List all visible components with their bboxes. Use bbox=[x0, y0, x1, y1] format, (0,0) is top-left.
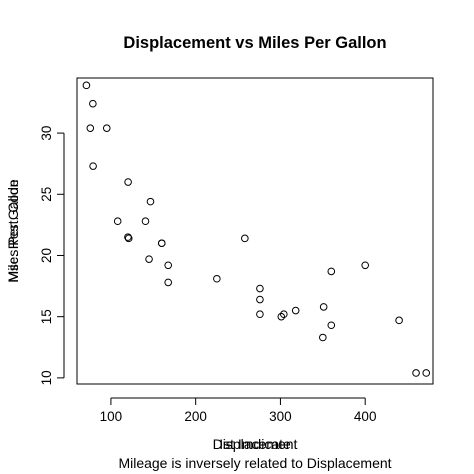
data-point bbox=[361, 261, 369, 270]
data-point bbox=[145, 255, 153, 263]
data-point bbox=[157, 239, 166, 248]
y-tick-label: 25 bbox=[39, 187, 54, 202]
data-point bbox=[256, 295, 264, 304]
data-point bbox=[327, 267, 336, 276]
data-point bbox=[86, 124, 95, 132]
x-tick-label: 400 bbox=[354, 409, 377, 424]
y-tick-label: 20 bbox=[39, 248, 54, 263]
y-axis: 10 15 20 25 30 bbox=[39, 126, 65, 385]
data-point bbox=[319, 303, 328, 311]
data-point bbox=[102, 124, 111, 132]
data-point bbox=[327, 321, 336, 330]
data-point bbox=[280, 310, 288, 319]
y-axis-label-overlap: Msc. Rest. Code bbox=[5, 179, 21, 283]
y-tick-label: 30 bbox=[39, 126, 54, 141]
x-tick-label: 300 bbox=[269, 409, 292, 424]
chart-subtitle: Mileage is inversely related to Displace… bbox=[118, 455, 391, 471]
data-point bbox=[124, 234, 133, 243]
data-point bbox=[124, 233, 132, 241]
data-point bbox=[82, 81, 91, 90]
y-axis-label: Miles Per Gallon bbox=[5, 180, 21, 283]
data-points bbox=[82, 81, 431, 377]
data-point bbox=[256, 284, 264, 293]
data-point bbox=[319, 333, 327, 342]
y-tick-label: 10 bbox=[39, 370, 54, 385]
data-point bbox=[164, 261, 172, 270]
data-point bbox=[124, 178, 132, 186]
y-tick-label: 15 bbox=[39, 309, 54, 324]
data-point bbox=[256, 310, 264, 319]
x-axis-label: Displacement bbox=[213, 436, 298, 452]
data-point bbox=[291, 306, 300, 315]
data-point bbox=[146, 197, 155, 206]
data-point bbox=[89, 162, 97, 170]
data-point bbox=[277, 312, 286, 321]
x-axis-label-overlap: Ist Imdicate bbox=[219, 436, 291, 452]
x-axis: 100 200 300 400 bbox=[100, 397, 377, 424]
plot-area-border bbox=[76, 77, 434, 385]
x-tick-label: 200 bbox=[184, 409, 207, 424]
data-point bbox=[113, 217, 122, 226]
data-point bbox=[422, 369, 431, 377]
data-point bbox=[164, 278, 172, 287]
x-tick-label: 100 bbox=[100, 409, 123, 424]
data-point bbox=[89, 99, 97, 108]
data-point bbox=[412, 369, 420, 377]
data-point bbox=[395, 316, 403, 325]
chart-title: Displacement vs Miles Per Gallon bbox=[123, 34, 386, 52]
data-point bbox=[141, 217, 150, 226]
data-point bbox=[213, 274, 221, 283]
data-point bbox=[241, 234, 249, 243]
